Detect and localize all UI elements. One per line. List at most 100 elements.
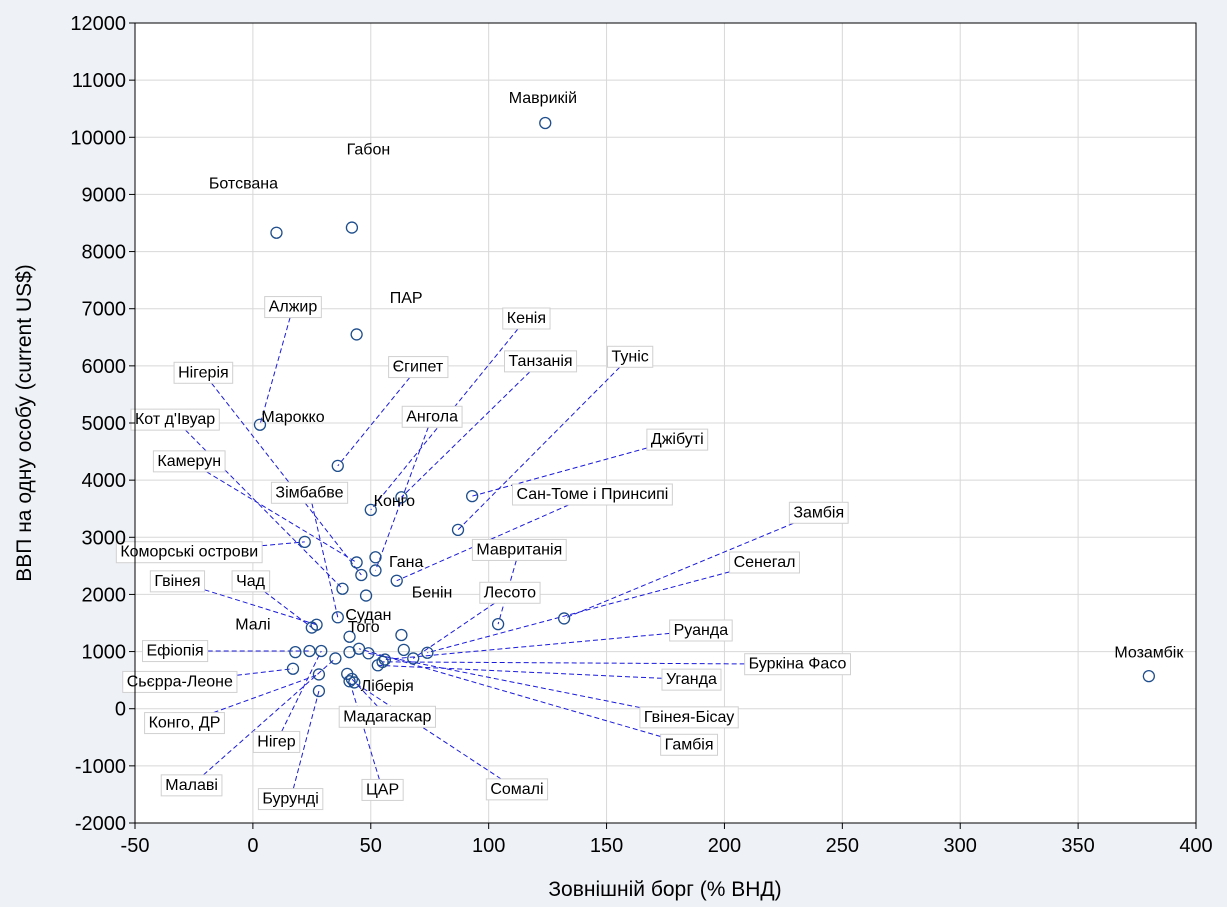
point-label: Судан	[345, 607, 391, 624]
label-leader-line	[259, 317, 291, 425]
point-label-text: Бурунді	[262, 791, 318, 808]
point-label: Кот д'Івуар	[130, 408, 220, 431]
point-label: Сан-Томе і Принсипі	[511, 483, 673, 506]
point-label: Гвінея	[149, 570, 206, 593]
y-tick-label: -1000	[75, 756, 126, 778]
point-label: Уганда	[661, 668, 722, 691]
point-label-text: Танзанія	[508, 353, 572, 370]
data-point	[359, 589, 373, 602]
y-tick-label: 11000	[72, 70, 126, 92]
point-label-box	[338, 705, 436, 728]
point-label-box	[264, 296, 322, 319]
point-label-box	[479, 581, 541, 604]
data-point	[331, 611, 344, 624]
point-label-text: Буркіна Фасо	[749, 656, 847, 673]
point-label-text: Туніс	[612, 348, 649, 365]
point-label-text: Гвінея	[154, 573, 200, 590]
point-label-text: Ліберія	[361, 678, 414, 695]
y-tick-label: 0	[115, 699, 126, 721]
point-label-text: Конго, ДР	[149, 715, 221, 732]
label-leader-line	[472, 447, 648, 497]
data-point	[348, 676, 361, 689]
point-label: Джібуті	[646, 428, 709, 451]
label-leader-line	[412, 602, 495, 659]
point-label-box	[115, 541, 263, 564]
point-label-text: Мавританія	[476, 541, 562, 558]
point-label-box	[661, 668, 722, 691]
y-tick-label: -2000	[75, 813, 126, 835]
x-tick-label: 300	[944, 835, 977, 857]
point-label-text: Коморські острови	[120, 544, 258, 561]
point-label-text: Нігер	[257, 733, 295, 750]
point-label: Гана	[389, 554, 424, 571]
point-label: Ботсвана	[209, 176, 278, 193]
point-label-text: Нігерія	[178, 364, 229, 381]
point-label: Ліберія	[361, 678, 414, 695]
point-label: Сенегал	[729, 551, 800, 574]
point-label-text: Єгипет	[393, 359, 444, 376]
point-label-box	[511, 483, 673, 506]
point-label-text: Лесото	[484, 584, 536, 601]
point-label: Єгипет	[388, 356, 449, 379]
x-tick-label: -50	[121, 835, 150, 857]
point-label: Марокко	[261, 409, 324, 426]
data-point	[539, 116, 552, 130]
data-point	[466, 489, 479, 503]
label-leader-line	[203, 658, 336, 776]
point-label: Ефіопія	[141, 640, 209, 663]
point-label: Малі	[235, 616, 270, 633]
point-label-text: Марокко	[261, 409, 324, 426]
y-tick-label: 6000	[82, 356, 127, 378]
point-label-text: Замбія	[793, 504, 844, 521]
data-point	[407, 652, 420, 665]
label-leader-line	[368, 652, 641, 709]
point-label: Бурунді	[257, 788, 324, 811]
data-point	[305, 621, 318, 634]
y-tick-label: 12000	[70, 13, 126, 35]
data-point	[557, 612, 571, 625]
data-point	[395, 628, 408, 642]
point-label-text: Того	[348, 619, 380, 636]
point-label-box	[485, 778, 549, 801]
data-point	[343, 630, 356, 643]
point-label: Зімбабве	[270, 481, 349, 504]
y-axis-ticks: -2000 -1000 0 1000 2000 3000 4000 5000 6000 7000 8…	[70, 13, 135, 835]
point-label: Коморські острови	[115, 541, 263, 564]
point-label: Малаві	[160, 774, 223, 797]
point-label-box	[152, 450, 226, 473]
point-label: Мадагаскар	[338, 705, 436, 728]
point-label-box	[639, 706, 739, 729]
point-label-text: Мозамбік	[1114, 644, 1184, 661]
point-label-text: Гамбія	[665, 736, 714, 753]
data-point	[371, 659, 385, 672]
point-label: ЦАР	[361, 778, 404, 801]
data-point	[397, 643, 410, 657]
point-label: Мавританія	[471, 538, 567, 561]
point-label: Туніс	[607, 345, 654, 368]
point-label: Гвінея-Бісау	[639, 706, 739, 729]
point-label: Ангола	[401, 405, 463, 428]
point-label-box	[729, 551, 800, 574]
label-leader-line	[204, 589, 317, 626]
point-label-text: Ефіопія	[146, 643, 203, 660]
point-labels: Маврикій Габон Ботсвана ПАР Мозамбік Алжир Кен…	[115, 90, 1184, 811]
y-tick-label: 2000	[82, 584, 127, 606]
point-label-box	[257, 788, 324, 811]
label-leader-line	[213, 673, 320, 714]
point-label-text: Конго	[374, 493, 416, 510]
data-point	[352, 642, 366, 655]
point-label-text: Малаві	[165, 777, 218, 794]
label-leader-line	[351, 678, 378, 707]
data-point	[491, 617, 505, 631]
point-label: Кенія	[502, 307, 551, 330]
point-label: Нігер	[252, 730, 301, 753]
point-label-box	[144, 712, 225, 735]
y-tick-label: 8000	[82, 242, 127, 264]
point-label-box	[471, 538, 567, 561]
point-label-text: Сан-Томе і Принсипі	[516, 486, 668, 503]
point-label: Танзанія	[503, 350, 578, 373]
data-point	[298, 535, 311, 549]
data-point	[350, 556, 363, 569]
label-leader-lines	[185, 317, 794, 789]
